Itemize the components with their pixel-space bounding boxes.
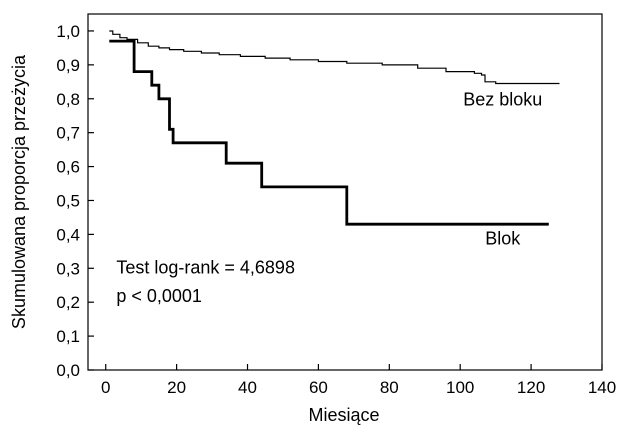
x-tick-label: 120 [517, 378, 545, 397]
x-axis-title: Miesiące [308, 405, 379, 425]
x-axis: 0 20 40 60 80 100 120 140 [101, 364, 616, 397]
x-tick-label: 100 [446, 378, 474, 397]
series-line-0 [109, 30, 560, 85]
plot-frame [87, 13, 603, 371]
y-tick-label: 0,3 [56, 259, 80, 278]
y-tick-label: 0,4 [56, 225, 80, 244]
series-line-1 [109, 39, 549, 226]
x-tick-label: 80 [380, 378, 399, 397]
x-tick-label: 0 [101, 378, 110, 397]
series-lines [109, 30, 560, 226]
y-tick-label: 0,9 [56, 56, 80, 75]
y-tick-label: 0,8 [56, 90, 80, 109]
series-label: Bez bloku [463, 90, 542, 110]
y-tick-label: 0,0 [56, 361, 80, 380]
x-tick-label: 140 [588, 378, 616, 397]
y-tick-label: 0,6 [56, 158, 80, 177]
x-tick-label: 60 [309, 378, 328, 397]
y-tick-label: 0,1 [56, 327, 80, 346]
y-tick-label: 1,0 [56, 22, 80, 41]
y-tick-label: 0,5 [56, 191, 80, 210]
x-tick-label: 40 [238, 378, 257, 397]
y-axis-title: Skumulowana proporcja przeżycia [9, 54, 29, 329]
annotation-text: Test log-rank = 4,6898 [116, 257, 295, 277]
x-tick-label: 20 [167, 378, 186, 397]
chart-labels: Bez bloku Blok Test log-rank = 4,6898 p < 0… [116, 90, 542, 307]
y-axis: 0,0 0,1 0,2 0,3 0,4 0,5 0,6 0,7 0,8 0,9 1,0 [56, 22, 94, 380]
series-label: Blok [485, 229, 521, 249]
y-tick-label: 0,2 [56, 293, 80, 312]
y-tick-label: 0,7 [56, 124, 80, 143]
annotation-text: p < 0,0001 [116, 286, 202, 306]
